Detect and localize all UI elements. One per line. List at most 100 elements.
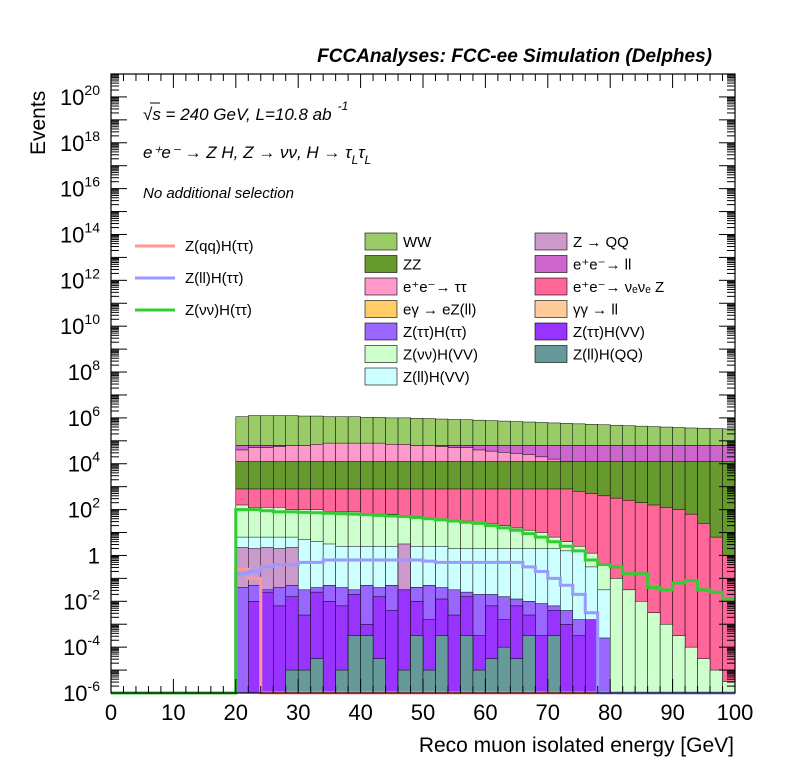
- y-tick-label: 1014: [60, 219, 100, 247]
- bin-Ztautau_HVV-23: [535, 635, 549, 694]
- bin-Znunu_HVV-39: [722, 681, 736, 694]
- legend-swatch-ee_nunuZ: [534, 277, 568, 296]
- annotation-line1: √s = 240 GeV, L=10.8 ab -1: [143, 99, 348, 124]
- legend-label: Z(ττ)H(VV): [573, 324, 645, 341]
- x-tick-label: 10: [161, 700, 185, 725]
- y-tick-label: 102: [68, 495, 100, 523]
- annotation-line2: e⁺e⁻ → Z H, Z → νν, H → τLτL: [143, 143, 371, 167]
- bin-Znunu_HVV-30: [609, 578, 623, 694]
- bin-Zll_HQQ-19: [522, 635, 536, 694]
- y-tick-label: 1012: [60, 265, 100, 293]
- y-tick-label: 108: [68, 357, 100, 385]
- bin-Zll_HQQ-6: [360, 635, 374, 694]
- bin-Znunu_HVV-32: [634, 601, 648, 694]
- bin-Zll_HQQ-1: [297, 669, 311, 694]
- y-tick-label: 1020: [60, 82, 100, 110]
- x-tick-label: 20: [224, 700, 248, 725]
- bin-Zll_HQQ-16: [485, 658, 499, 694]
- bin-Zll_HQQ-15: [472, 669, 486, 694]
- y-tick-label: 1010: [60, 311, 100, 339]
- x-tick-label: 0: [105, 700, 117, 725]
- legend-swatch-ZZ: [364, 255, 398, 273]
- legend-label: e⁺e⁻→ ll: [573, 257, 631, 274]
- legend-label: Z(ll)H(VV): [403, 369, 470, 386]
- y-tick-label: 1016: [60, 174, 100, 202]
- bin-Ztautau_Htautau-0: [235, 587, 249, 694]
- bin-Znunu_HVV-31: [622, 589, 636, 694]
- bin-Znunu_HVV-38: [709, 669, 723, 694]
- bin-Ztautau_HVV-25: [560, 623, 574, 694]
- annotation-line3: No additional selection: [143, 185, 294, 202]
- bin-Ztautau_HVV-27: [584, 619, 598, 694]
- bin-Zll_HQQ-14: [460, 635, 474, 694]
- legend-swatch-Ztautau_Htautau: [364, 322, 398, 341]
- bin-Zll_HQQ-10: [410, 635, 424, 694]
- bin-Ztautau_HVV-26: [572, 635, 586, 694]
- y-tick-label: 1: [88, 543, 100, 568]
- bin-Znunu_HVV-37: [697, 658, 711, 694]
- legend-label: e⁺e⁻→ νₑνₑ Z: [573, 279, 664, 296]
- x-tick-label: 80: [598, 700, 622, 725]
- bin-Zll_HQQ-11: [422, 669, 436, 694]
- bin-Zll_HQQ-9: [397, 669, 411, 694]
- bin-Ztautau_HVV-0: [248, 601, 262, 694]
- y-tick-label: 1018: [60, 128, 100, 156]
- legend-swatch-egamma_eZll: [364, 300, 398, 318]
- bin-Zll_HQQ-21: [547, 635, 561, 694]
- legend-swatch-gammagamma_ll: [534, 300, 568, 318]
- legend-label: Z(νν)H(VV): [403, 347, 478, 364]
- legend-swatch-Zll_HVV: [364, 367, 398, 386]
- bin-Znunu_HVV-33: [647, 612, 661, 694]
- legend-label: eγ → eZ(ll): [403, 302, 476, 319]
- legend-label: Z(qq)H(ττ): [185, 238, 254, 255]
- legend-swatch-ee_tautau: [364, 277, 398, 296]
- x-tick-label: 40: [348, 700, 372, 725]
- bin-Znunu_HVV-36: [684, 646, 698, 694]
- bin-Ztautau_HVV-2: [272, 605, 286, 694]
- bin-Zll_HQQ-0: [285, 669, 299, 694]
- bin-Ztautau_Htautau-29: [597, 637, 611, 694]
- legend-label: Z(ll)H(ττ): [185, 270, 244, 287]
- bin-Zll_HQQ-12: [435, 635, 449, 694]
- bin-Znunu_HVV-35: [672, 635, 686, 694]
- y-tick-label: 10-2: [63, 586, 100, 614]
- chart-title: FCCAnalyses: FCC-ee Simulation (Delphes): [317, 46, 712, 67]
- x-axis: 0 10 20 30 40 50 60 70 80 90 100: [105, 74, 753, 725]
- legend-label: Z(ll)H(QQ): [573, 347, 643, 364]
- y-tick-label: 10-4: [63, 632, 100, 660]
- bin-Zll_HQQ-18: [510, 658, 524, 694]
- bin-Zll_HQQ-5: [347, 635, 361, 694]
- legend-swatch-ee_ll: [534, 255, 568, 273]
- legend-swatch-Zll_HQQ: [534, 345, 568, 363]
- bin-Zll_HQQ-2: [310, 658, 324, 694]
- legend-swatch-Z_QQ: [534, 232, 568, 251]
- legend-swatch-Znunu_HVV: [364, 345, 398, 363]
- bin-Zll_HQQ-7: [372, 658, 386, 694]
- bin-Zll_HQQ-17: [497, 646, 511, 694]
- legend-label: γγ → ll: [573, 302, 618, 319]
- bin-Ztautau_HVV-16: [447, 614, 461, 694]
- signal-line-sig_nunu: [111, 508, 735, 695]
- x-tick-label: 50: [411, 700, 435, 725]
- legend-label: Z(νν)H(ττ): [185, 302, 252, 319]
- legend-label: WW: [403, 234, 432, 251]
- y-tick-label: 106: [68, 403, 100, 431]
- legend-label: e⁺e⁻→ ττ: [403, 279, 467, 296]
- bin-Znunu_HVV-34: [659, 623, 673, 694]
- x-axis-title: Reco muon isolated energy [GeV]: [419, 734, 734, 757]
- bin-Ztautau_HVV-1: [260, 591, 274, 694]
- legend-label: Z(ττ)H(ττ): [403, 324, 467, 341]
- x-tick-label: 60: [473, 700, 497, 725]
- legend-swatch-Ztautau_HVV: [534, 322, 568, 341]
- y-axis-title: Events: [27, 91, 50, 155]
- x-tick-label: 100: [717, 700, 754, 725]
- bin-Zll_HQQ-4: [335, 669, 349, 694]
- annotation-block: √s = 240 GeV, L=10.8 ab -1 e⁺e⁻ → Z H, Z …: [143, 99, 371, 202]
- y-tick-label: 10-6: [63, 678, 100, 706]
- y-tick-label: 104: [68, 449, 100, 477]
- bin-Ztautau_HVV-6: [322, 601, 336, 694]
- histogram-bins: [235, 415, 736, 694]
- x-tick-label: 70: [536, 700, 560, 725]
- x-tick-label: 90: [660, 700, 684, 725]
